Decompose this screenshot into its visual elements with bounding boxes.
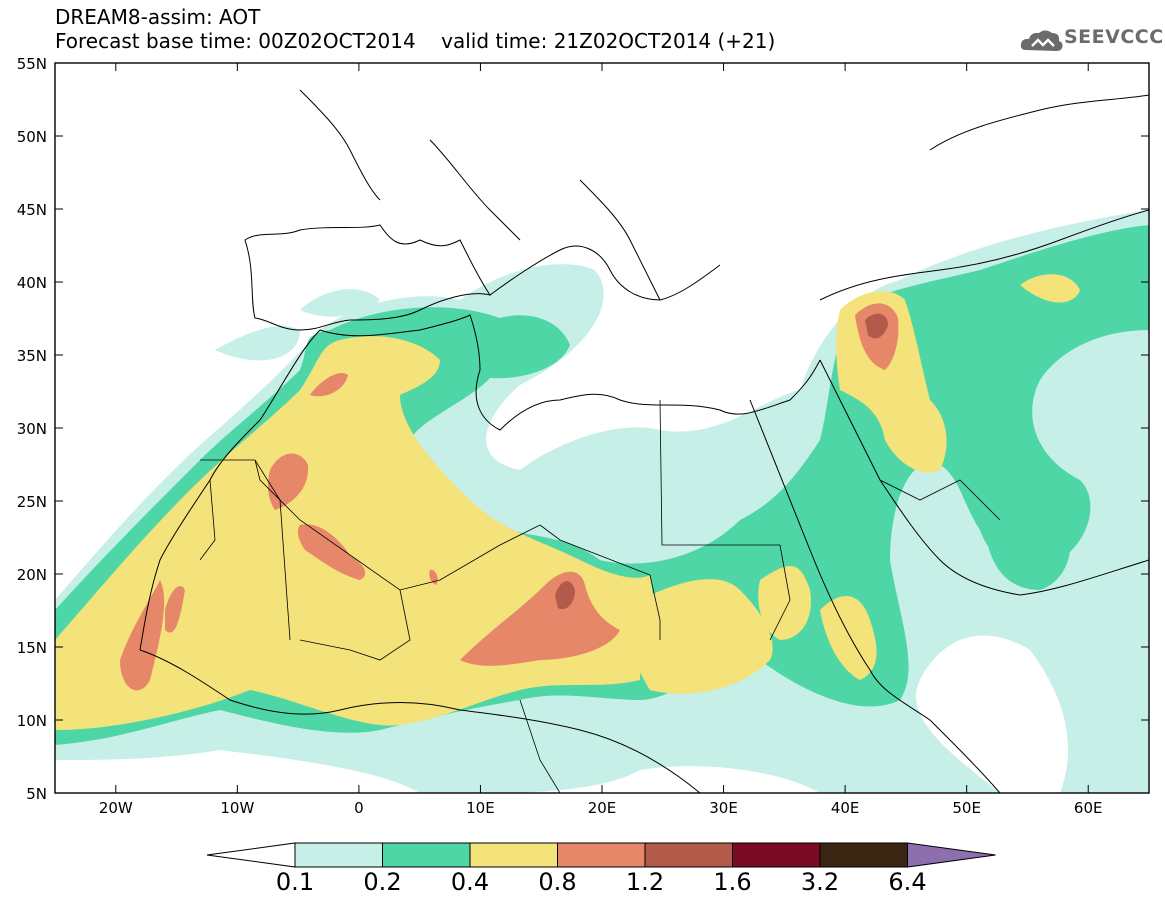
lat-tick-label: 35N [17,347,47,365]
colorbar-swatch [294,842,383,868]
lat-tick-label: 20N [17,566,47,584]
colorbar-swatch [469,842,558,868]
colorbar-swatch [644,842,733,868]
colorbar-label: 0.1 [275,868,315,896]
lat-tick-label: 50N [17,128,47,146]
aot-colorbar [206,842,996,868]
colorbar-upper-arrow [907,842,996,868]
colorbar-label: 1.6 [713,868,752,896]
colorbar-swatch [382,842,471,868]
lat-tick-label: 40N [17,274,47,292]
colorbar-label: 3.2 [800,868,840,896]
country-borders [199,399,1001,793]
chart-title: DREAM8-assim: AOT [55,5,261,29]
colorbar-lower-arrow [206,842,296,868]
colorbar-label: 0.4 [450,868,490,896]
colorbar-label: 0.8 [538,868,577,896]
colorbar-swatch [732,842,821,868]
colorbar-label: 6.4 [888,868,927,896]
lon-tick-label: 10E [466,799,495,817]
lon-tick-label: 30E [709,799,738,817]
colorbar-label: 0.2 [363,868,402,896]
lat-tick-label: 25N [17,493,47,511]
seevccc-logo: SEEVCCC [1064,26,1164,48]
colorbar-label: 1.2 [625,868,665,896]
lon-tick-label: 50E [952,799,981,817]
lat-tick-label: 15N [17,639,47,657]
lat-tick-label: 30N [17,420,47,438]
colorbar-swatch [819,842,908,868]
lon-tick-label: 0 [354,799,364,817]
coastlines [139,89,1149,793]
lon-tick-label: 60E [1074,799,1103,817]
lat-tick-label: 55N [17,55,47,73]
map-axes: 55N 50N 45N 40N 35N 30N 25N 20N 15N 10N 5N 20W 10W 0 1… [17,55,1149,817]
lon-tick-label: 20E [588,799,617,817]
lat-tick-label: 5N [26,785,47,803]
lon-tick-label: 40E [831,799,860,817]
lon-tick-label: 10W [220,799,254,817]
cloud-logo-icon [1020,30,1063,51]
colorbar-swatch [557,842,646,868]
lat-tick-label: 45N [17,201,47,219]
lon-tick-label: 20W [99,799,133,817]
aot-level-1.2 [555,313,888,610]
aot-contours [55,210,1149,793]
forecast-time-subtitle: Forecast base time: 00Z02OCT2014 valid t… [55,29,776,53]
lat-tick-label: 10N [17,712,47,730]
